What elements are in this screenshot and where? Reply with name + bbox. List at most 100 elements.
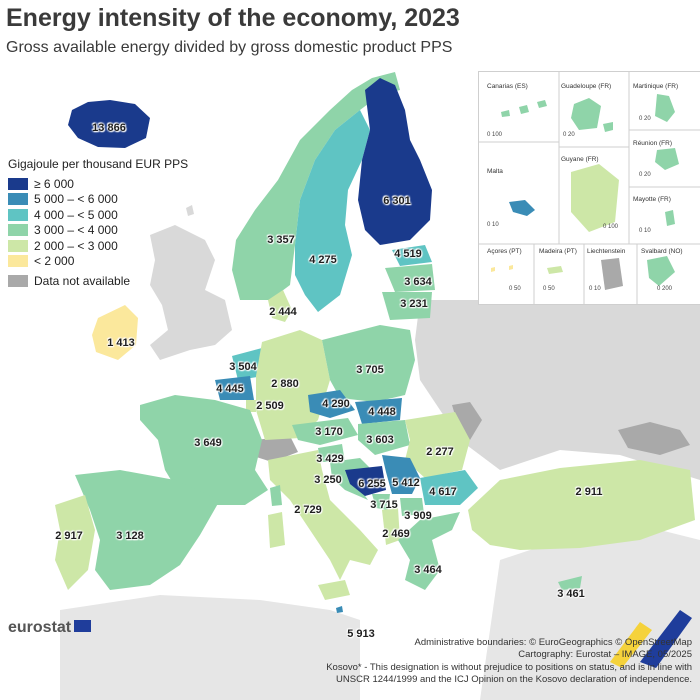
legend-row: 5 000 – < 6 000 — [8, 192, 188, 208]
cyprus-shape — [558, 576, 582, 590]
svalbard-islands — [647, 256, 675, 286]
shetland — [186, 205, 194, 216]
corner-stripe-yellow — [610, 622, 652, 668]
netherlands-shape — [232, 348, 264, 380]
estonia-shape — [392, 245, 432, 266]
eu-flag-icon — [74, 619, 92, 632]
north-macedonia-shape — [400, 498, 424, 516]
legend-title: Gigajoule per thousand EUR PPS — [8, 157, 189, 171]
legend-swatch — [8, 208, 28, 221]
map-title: Energy intensity of the economy, 2023 — [6, 4, 460, 32]
footer-line: Cartography: Eurostat – IMAGE, 05/2025 — [518, 649, 692, 661]
inset-title-madeira: Madeira (PT) — [539, 248, 577, 255]
value-label: 13 866 — [92, 122, 126, 134]
inset-title-svalbard: Svalbard (NO) — [641, 248, 683, 255]
legend-row: 2 000 – < 3 000 — [8, 238, 188, 254]
corner-stripe-blue — [640, 610, 692, 668]
sardinia-shape — [268, 512, 285, 548]
inset-title-acores: Açores (PT) — [487, 248, 522, 255]
latvia-shape — [385, 264, 435, 292]
value-label: 2 880 — [271, 378, 299, 390]
value-label: 3 429 — [316, 453, 344, 465]
legend-row: < 2 000 — [8, 254, 188, 270]
austria-shape — [292, 418, 358, 445]
value-label: 3 603 — [366, 434, 394, 446]
mayotte-island — [665, 210, 675, 226]
italy-shape — [268, 450, 378, 580]
value-label: 2 729 — [294, 504, 322, 516]
value-label: 4 275 — [309, 254, 337, 266]
value-label: 3 250 — [314, 474, 342, 486]
outermost-regions-insets: Canarias (ES) 0 100 Guadeloupe (FR) 0 20… — [478, 71, 700, 305]
moldova-na — [452, 402, 482, 440]
insets-drawing — [479, 72, 700, 304]
legend-swatch — [8, 224, 28, 237]
eurostat-logo: eurostat — [8, 619, 92, 637]
legend-row: ≥ 6 000 — [8, 176, 188, 192]
legend-swatch — [8, 255, 28, 268]
legend-swatch — [8, 193, 28, 206]
inset-scale-guyane: 0 100 — [603, 224, 619, 230]
montenegro-shape — [372, 494, 390, 510]
eurostat-wordmark: eurostat — [8, 619, 72, 636]
value-label: 2 509 — [256, 400, 284, 412]
legend-label: 3 000 – < 4 000 — [34, 223, 118, 238]
sicily-shape — [318, 580, 350, 600]
value-label: 4 445 — [216, 383, 244, 395]
france-shape — [140, 395, 268, 505]
value-label: 3 170 — [315, 426, 343, 438]
value-label: 4 448 — [368, 406, 396, 418]
footer-line: UNSCR 1244/1999 and the ICJ Opinion on t… — [336, 673, 692, 685]
legend-label: 5 000 – < 6 000 — [34, 192, 118, 207]
value-label: 6 255 — [358, 478, 386, 490]
legend-label: Data not available — [34, 273, 131, 288]
canarias-islands — [501, 100, 547, 117]
value-label: 2 444 — [269, 306, 297, 318]
inset-title-guyane: Guyane (FR) — [561, 156, 599, 163]
malta-shape — [336, 606, 343, 613]
inset-title-martinique: Martinique (FR) — [633, 83, 679, 90]
bosnia-shape — [345, 466, 386, 496]
value-label: 3 461 — [557, 588, 585, 600]
lithuania-shape — [382, 292, 432, 320]
germany-shape — [256, 330, 330, 440]
inset-scale-acores: 0 50 — [509, 286, 521, 292]
legend-row: 4 000 – < 5 000 — [8, 207, 188, 223]
footer-line: Kosovo* - This designation is without pr… — [326, 661, 692, 673]
martinique-island — [655, 94, 675, 122]
bulgaria-shape — [420, 470, 478, 505]
value-label: 4 519 — [394, 248, 422, 260]
legend-swatch — [8, 177, 28, 190]
value-label: 2 277 — [426, 446, 454, 458]
value-label: 5 412 — [392, 477, 420, 489]
value-label: 3 649 — [194, 437, 222, 449]
legend-row-not-available: Data not available — [8, 273, 188, 289]
madeira-island — [547, 266, 563, 274]
denmark-shape — [268, 290, 292, 322]
czechia-shape — [308, 390, 355, 418]
legend-label: ≥ 6 000 — [34, 176, 74, 191]
value-label: 3 231 — [400, 298, 428, 310]
iceland-shape — [68, 100, 150, 148]
inset-title-malta: Malta — [487, 168, 503, 175]
romania-shape — [405, 412, 470, 478]
poland-shape — [322, 325, 415, 402]
legend-row: 3 000 – < 4 000 — [8, 223, 188, 239]
georgia-na — [618, 422, 690, 455]
inset-scale-canarias: 0 100 — [487, 132, 503, 138]
legend-swatch — [8, 274, 28, 287]
value-label: 3 128 — [116, 530, 144, 542]
inset-title-mayotte: Mayotte (FR) — [633, 196, 671, 203]
reunion-island — [655, 148, 679, 170]
acores-islands — [491, 265, 513, 272]
luxembourg-shape — [246, 400, 256, 412]
legend-label: 2 000 – < 3 000 — [34, 238, 118, 253]
value-label: 3 909 — [404, 510, 432, 522]
inset-scale-liechtenstein: 0 10 — [589, 286, 601, 292]
map-subtitle: Gross available energy divided by gross … — [6, 39, 453, 56]
north-africa — [60, 595, 360, 700]
portugal-shape — [55, 495, 95, 590]
greece-shape — [398, 512, 460, 590]
inset-title-guadeloupe: Guadeloupe (FR) — [561, 83, 612, 90]
corsica-shape — [270, 485, 282, 506]
